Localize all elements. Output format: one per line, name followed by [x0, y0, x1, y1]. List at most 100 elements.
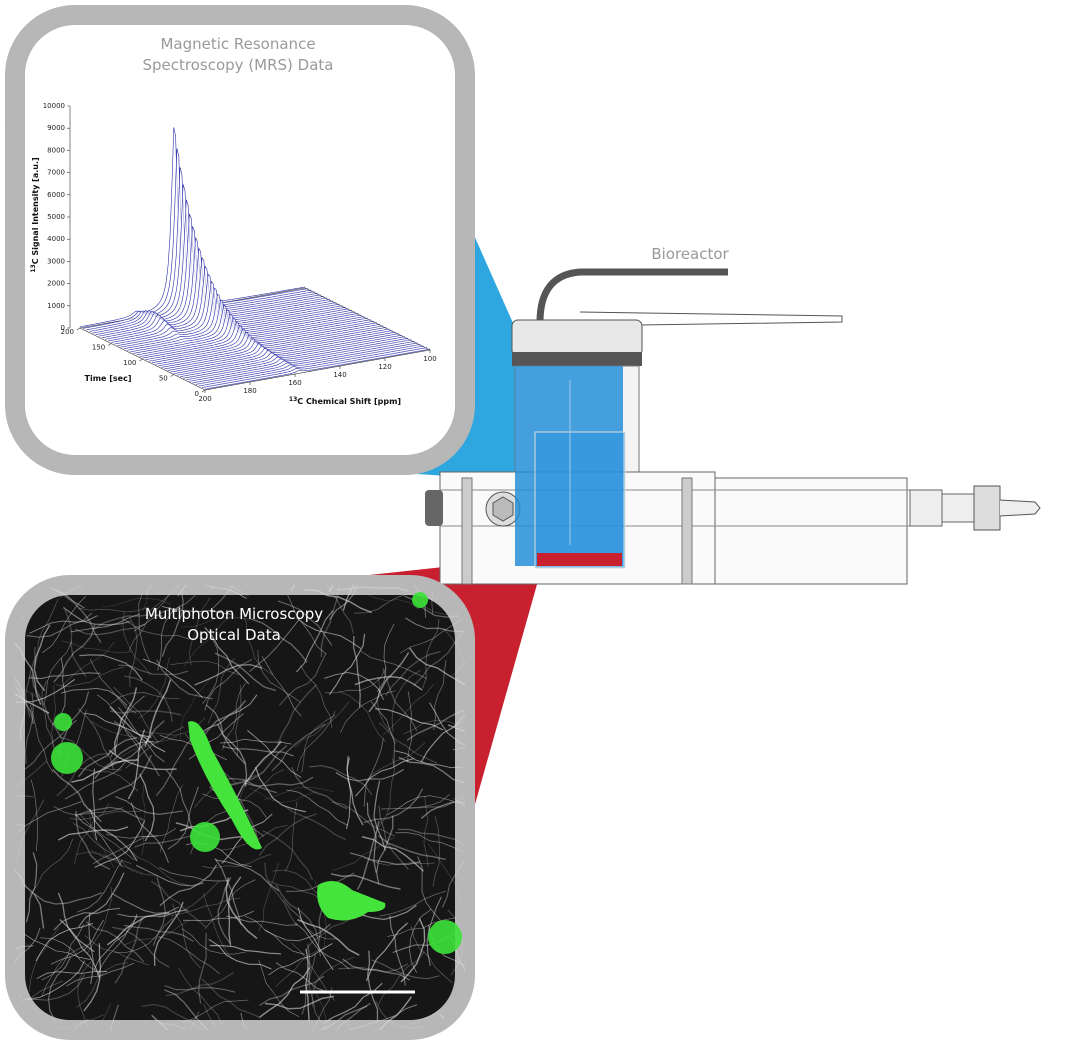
- fiber: [324, 671, 385, 701]
- fiber: [30, 704, 54, 773]
- fiber: [41, 924, 84, 981]
- fiber: [74, 813, 123, 868]
- fiber: [84, 803, 115, 869]
- fiber: [33, 624, 51, 692]
- fiber: [264, 923, 331, 942]
- fiber: [141, 1003, 207, 1030]
- z-tick-label: 9000: [47, 124, 65, 132]
- mrs-title: Magnetic Resonance: [160, 35, 315, 53]
- fiber: [297, 919, 360, 956]
- spectrum-trace: [192, 342, 418, 384]
- fiber: [96, 916, 138, 976]
- fiber: [352, 635, 361, 708]
- fiber: [370, 701, 395, 767]
- fiber: [301, 714, 336, 773]
- fiber: [271, 723, 326, 772]
- fiber: [129, 617, 138, 688]
- fitting: [941, 493, 975, 523]
- fiber: [156, 659, 213, 700]
- cell: [190, 822, 220, 852]
- fiber: [52, 769, 102, 823]
- fiber: [264, 995, 335, 1010]
- fiber: [329, 585, 366, 620]
- fiber: [24, 647, 36, 718]
- spectrum-trace: [195, 344, 421, 385]
- fiber: [220, 738, 292, 745]
- fiber: [19, 585, 85, 609]
- fiber: [50, 919, 104, 965]
- fiber: [243, 776, 314, 787]
- fiber: [29, 838, 74, 896]
- fiber: [88, 912, 94, 985]
- fiber: [408, 647, 465, 688]
- fiber: [15, 945, 34, 981]
- device-label: Bioreactor: [651, 245, 729, 263]
- spectrum-trace: [167, 330, 393, 371]
- fiber: [217, 876, 232, 945]
- fiber: [354, 593, 422, 614]
- fiber: [165, 769, 196, 835]
- fiber: [15, 658, 35, 725]
- fiber: [85, 921, 145, 963]
- fiber: [295, 922, 350, 970]
- fiber: [406, 707, 465, 741]
- fiber: [113, 686, 159, 744]
- fiber: [432, 816, 441, 888]
- fiber: [39, 937, 100, 974]
- z-tick-label: 7000: [47, 169, 65, 177]
- spectrum-trace: [148, 320, 374, 362]
- fiber: [382, 668, 418, 731]
- fiber: [204, 627, 250, 685]
- fiber: [152, 876, 166, 946]
- spectrum-trace: [145, 319, 371, 360]
- fiber: [355, 757, 415, 797]
- spectrum-trace: [158, 325, 384, 367]
- fiber: [207, 657, 236, 724]
- fiber: [303, 1005, 368, 1030]
- fiber: [215, 859, 280, 892]
- cap-ring: [512, 352, 642, 366]
- fiber: [259, 966, 311, 1018]
- fiber: [64, 609, 87, 678]
- cell: [412, 592, 428, 608]
- fiber: [79, 654, 143, 681]
- shift-tick-label: 120: [378, 363, 391, 371]
- time-tick: [139, 358, 143, 362]
- fiber: [157, 605, 181, 671]
- fiber: [91, 850, 159, 876]
- pipe: [579, 311, 843, 326]
- z-tick-label: 3000: [47, 257, 65, 265]
- z-tick-label: 10000: [43, 102, 65, 110]
- fiber: [114, 917, 174, 953]
- fiber: [386, 795, 454, 816]
- time-tick: [108, 343, 112, 346]
- spectrum-trace: [183, 338, 409, 379]
- fiber: [264, 786, 334, 801]
- fiber: [69, 810, 141, 820]
- fiber: [287, 594, 327, 655]
- z-tick-label: 4000: [47, 235, 65, 243]
- fiber: [406, 691, 413, 763]
- fiber: [387, 917, 457, 937]
- fiber: [467, 862, 537, 869]
- fiber: [296, 711, 336, 771]
- fiber: [36, 970, 108, 979]
- fiber: [389, 915, 406, 986]
- fiber: [229, 745, 288, 787]
- fiber: [234, 685, 242, 757]
- fiber: [371, 959, 440, 980]
- fiber: [111, 926, 170, 968]
- fiber: [249, 787, 317, 803]
- fiber: [15, 795, 34, 819]
- fiber: [381, 793, 450, 810]
- fitting: [909, 489, 943, 527]
- fiber: [198, 932, 207, 1004]
- fiber: [257, 649, 301, 703]
- fiber: [403, 719, 465, 735]
- spectrum-trace: [164, 328, 390, 370]
- fiber: [57, 892, 95, 953]
- fiber: [420, 709, 465, 763]
- body-right: [714, 477, 908, 585]
- fiber: [202, 637, 220, 704]
- fiber: [384, 1009, 441, 1030]
